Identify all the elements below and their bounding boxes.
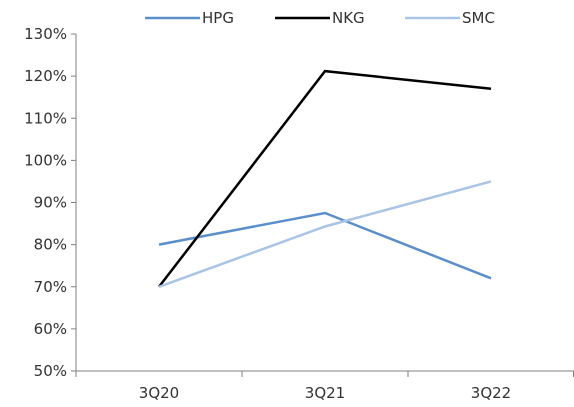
y-tick-label: 110% bbox=[24, 109, 67, 127]
series-line-hpg bbox=[158, 211, 492, 280]
x-axis: 3Q20 3Q21 3Q22 bbox=[75, 370, 574, 402]
series-line-nkg bbox=[158, 69, 492, 288]
y-tick-label: 90% bbox=[34, 194, 67, 212]
y-tick-label: 100% bbox=[24, 151, 67, 169]
y-tick-label: 70% bbox=[34, 278, 67, 296]
x-tick-label: 3Q22 bbox=[471, 384, 511, 402]
legend-label-hpg: HPG bbox=[202, 9, 234, 27]
x-tick-label: 3Q20 bbox=[139, 384, 179, 402]
legend-label-smc: SMC bbox=[462, 9, 495, 27]
y-tick-label: 120% bbox=[24, 67, 67, 85]
y-tick-label: 130% bbox=[24, 25, 67, 43]
y-tick-label: 50% bbox=[34, 362, 67, 380]
series-line-smc bbox=[158, 180, 492, 288]
series-lines bbox=[158, 69, 492, 288]
y-tick-label: 80% bbox=[34, 236, 67, 254]
x-tick-label: 3Q21 bbox=[305, 384, 345, 402]
legend-label-nkg: NKG bbox=[332, 9, 365, 27]
y-tick-label: 60% bbox=[34, 320, 67, 338]
y-axis: 50% 60% 70% 80% 90% 100% 110% 120% 130% bbox=[24, 25, 77, 380]
legend: HPG NKG SMC bbox=[145, 9, 495, 27]
